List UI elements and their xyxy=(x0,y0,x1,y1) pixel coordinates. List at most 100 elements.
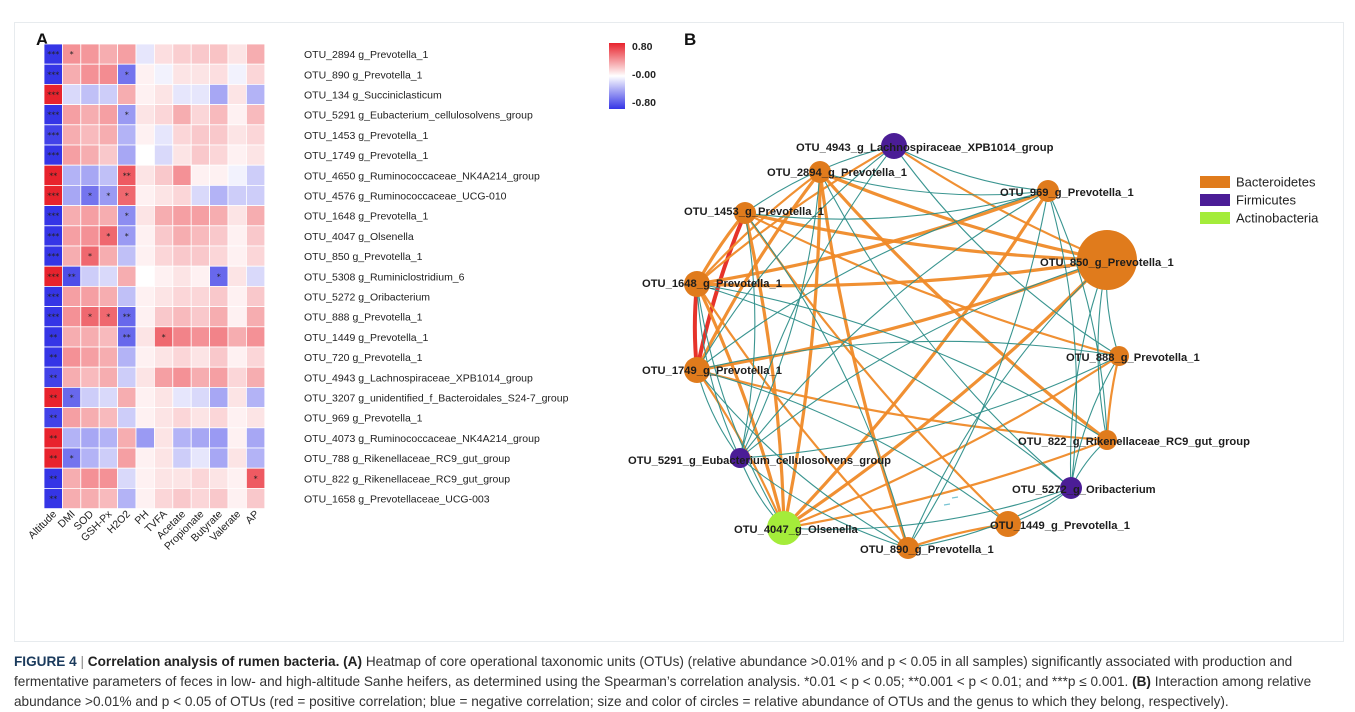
network-node xyxy=(1037,180,1059,202)
heatmap-row-label: OTU_3207 g_unidentified_f_Bacteroidales_… xyxy=(304,393,569,405)
caption-a-text: Heatmap of core operational taxonomic un… xyxy=(14,654,1293,689)
significance-mark: * xyxy=(217,272,221,281)
heatmap-row-label: OTU_788 g_Rikenellaceae_RC9_gut_group xyxy=(304,453,510,465)
color-scale-tick: -0.80 xyxy=(632,97,656,109)
network-edge xyxy=(893,145,1120,357)
network-edge xyxy=(907,487,1072,549)
network-edge xyxy=(696,340,1120,371)
network-dash-mark xyxy=(943,503,951,506)
network-node xyxy=(1060,477,1082,499)
heatmap-row-label: OTU_134 g_Succiniclasticum xyxy=(304,90,442,102)
significance-mark: *** xyxy=(47,131,59,140)
heatmap-row-label: OTU_720 g_Prevotella_1 xyxy=(304,352,423,364)
heatmap-row-label: OTU_2894 g_Prevotella_1 xyxy=(304,49,428,61)
color-scale-tick: -0.00 xyxy=(632,69,656,81)
heatmap-chart: *** **** ******* ********* ***** * * **** **** * *… xyxy=(26,41,656,553)
significance-mark: *** xyxy=(47,151,59,160)
significance-mark: ** xyxy=(123,313,131,322)
legend-swatch xyxy=(1200,194,1230,206)
significance-mark: *** xyxy=(47,232,59,241)
significance-mark: * xyxy=(125,70,129,79)
network-edge xyxy=(907,259,1108,549)
heatmap-row-label: OTU_890 g_Prevotella_1 xyxy=(304,69,423,81)
network-node xyxy=(995,511,1021,537)
legend-swatch xyxy=(1200,176,1230,188)
heatmap-row-label: OTU_1658 g_Prevotellaceae_UCG-003 xyxy=(304,494,490,506)
network-edge xyxy=(744,212,1120,358)
network-edge xyxy=(744,190,1049,220)
legend-label: Actinobacteria xyxy=(1236,211,1319,226)
network-node-label: OTU_4943_g_Lachnospiraceae_XPB1014_group xyxy=(796,142,1054,154)
color-scale-bar xyxy=(609,43,625,109)
heatmap-row-label: OTU_822 g_Rikenellaceae_RC9_gut_group xyxy=(304,473,510,485)
network-edge xyxy=(819,170,1108,262)
network-edge xyxy=(1105,355,1121,441)
network-edge xyxy=(696,369,786,529)
network-node-label: OTU_822_g_Rikenellaceae_RC9_gut_group xyxy=(1018,436,1250,448)
network-edge xyxy=(696,369,909,549)
network-edge xyxy=(695,171,822,371)
significance-mark: *** xyxy=(47,293,59,302)
significance-mark: *** xyxy=(47,70,59,79)
network-node-label: OTU_890_g_Prevotella_1 xyxy=(860,544,994,556)
network-edge xyxy=(696,369,1009,525)
network-edge xyxy=(696,190,1049,371)
network-node-label: OTU_969_g_Prevotella_1 xyxy=(1000,187,1134,199)
significance-mark: ** xyxy=(49,495,57,504)
legend-swatch xyxy=(1200,212,1230,224)
network-node-label: OTU_850_g_Prevotella_1 xyxy=(1040,257,1174,269)
heatmap-row-label: OTU_5291 g_Eubacterium_cellulosolvens_gr… xyxy=(304,110,533,122)
significance-mark: *** xyxy=(47,192,59,201)
caption-b-label: (B) xyxy=(1132,674,1151,689)
network-edge xyxy=(819,171,1072,489)
significance-mark: ** xyxy=(68,272,76,281)
network-edge xyxy=(696,283,785,529)
network-edge xyxy=(696,368,1108,442)
heatmap-row-label: OTU_4943 g_Lachnospiraceae_XPB1014_group xyxy=(304,372,533,384)
network-node xyxy=(684,271,710,297)
significance-mark: ** xyxy=(49,474,57,483)
significance-mark: ** xyxy=(49,414,57,423)
heatmap-row-label: OTU_1749 g_Prevotella_1 xyxy=(304,150,428,162)
heatmap-row-label: OTU_4073 g_Ruminococcaceae_NK4A214_group xyxy=(304,433,540,445)
heatmap-row-label: OTU_4650 g_Ruminococcaceae_NK4A214_group xyxy=(304,170,540,182)
network-node-label: OTU_2894_g_Prevotella_1 xyxy=(767,167,907,179)
network-edge xyxy=(783,258,1109,530)
network-edge xyxy=(782,190,1050,530)
significance-mark: * xyxy=(254,474,258,483)
network-edge xyxy=(1047,190,1078,489)
network-node-label: OTU_1648_g_Prevotella_1 xyxy=(642,278,782,290)
network-edge xyxy=(696,283,1108,441)
network-edge xyxy=(696,258,1108,288)
network-edge xyxy=(907,190,1049,549)
significance-mark: ** xyxy=(49,171,57,180)
network-node xyxy=(730,448,750,468)
network-node xyxy=(809,161,831,183)
significance-mark: *** xyxy=(47,111,59,120)
heatmap-row-label: OTU_1453 g_Prevotella_1 xyxy=(304,130,428,142)
caption-a-label: (A) xyxy=(343,654,363,669)
network-node-label: OTU_1449_g_Prevotella_1 xyxy=(990,520,1130,532)
network-dash-mark xyxy=(951,496,959,499)
significance-mark: * xyxy=(88,192,92,201)
network-node xyxy=(881,133,907,159)
network-node xyxy=(1097,430,1117,450)
network-edge xyxy=(893,145,1049,192)
significance-mark: * xyxy=(106,192,110,201)
significance-mark: ** xyxy=(49,333,57,342)
network-edge xyxy=(739,212,756,459)
heatmap-row-label: OTU_888 g_Prevotella_1 xyxy=(304,312,423,324)
heatmap-row-label: OTU_5308 g_Ruminiclostridium_6 xyxy=(304,271,465,283)
network-edge xyxy=(739,145,895,459)
significance-mark: *** xyxy=(47,252,59,261)
network-edge xyxy=(696,283,909,549)
network-edge xyxy=(743,212,786,529)
significance-mark: *** xyxy=(47,212,59,221)
significance-mark: *** xyxy=(47,272,59,281)
network-edge xyxy=(744,212,909,549)
network-node-label: OTU_5291_g_Eubacterium_cellulosolvens_gr… xyxy=(628,455,891,467)
significance-mark: * xyxy=(88,252,92,261)
significance-mark: ** xyxy=(49,373,57,382)
network-node xyxy=(1109,346,1129,366)
heatmap-row-label: OTU_850 g_Prevotella_1 xyxy=(304,251,423,263)
